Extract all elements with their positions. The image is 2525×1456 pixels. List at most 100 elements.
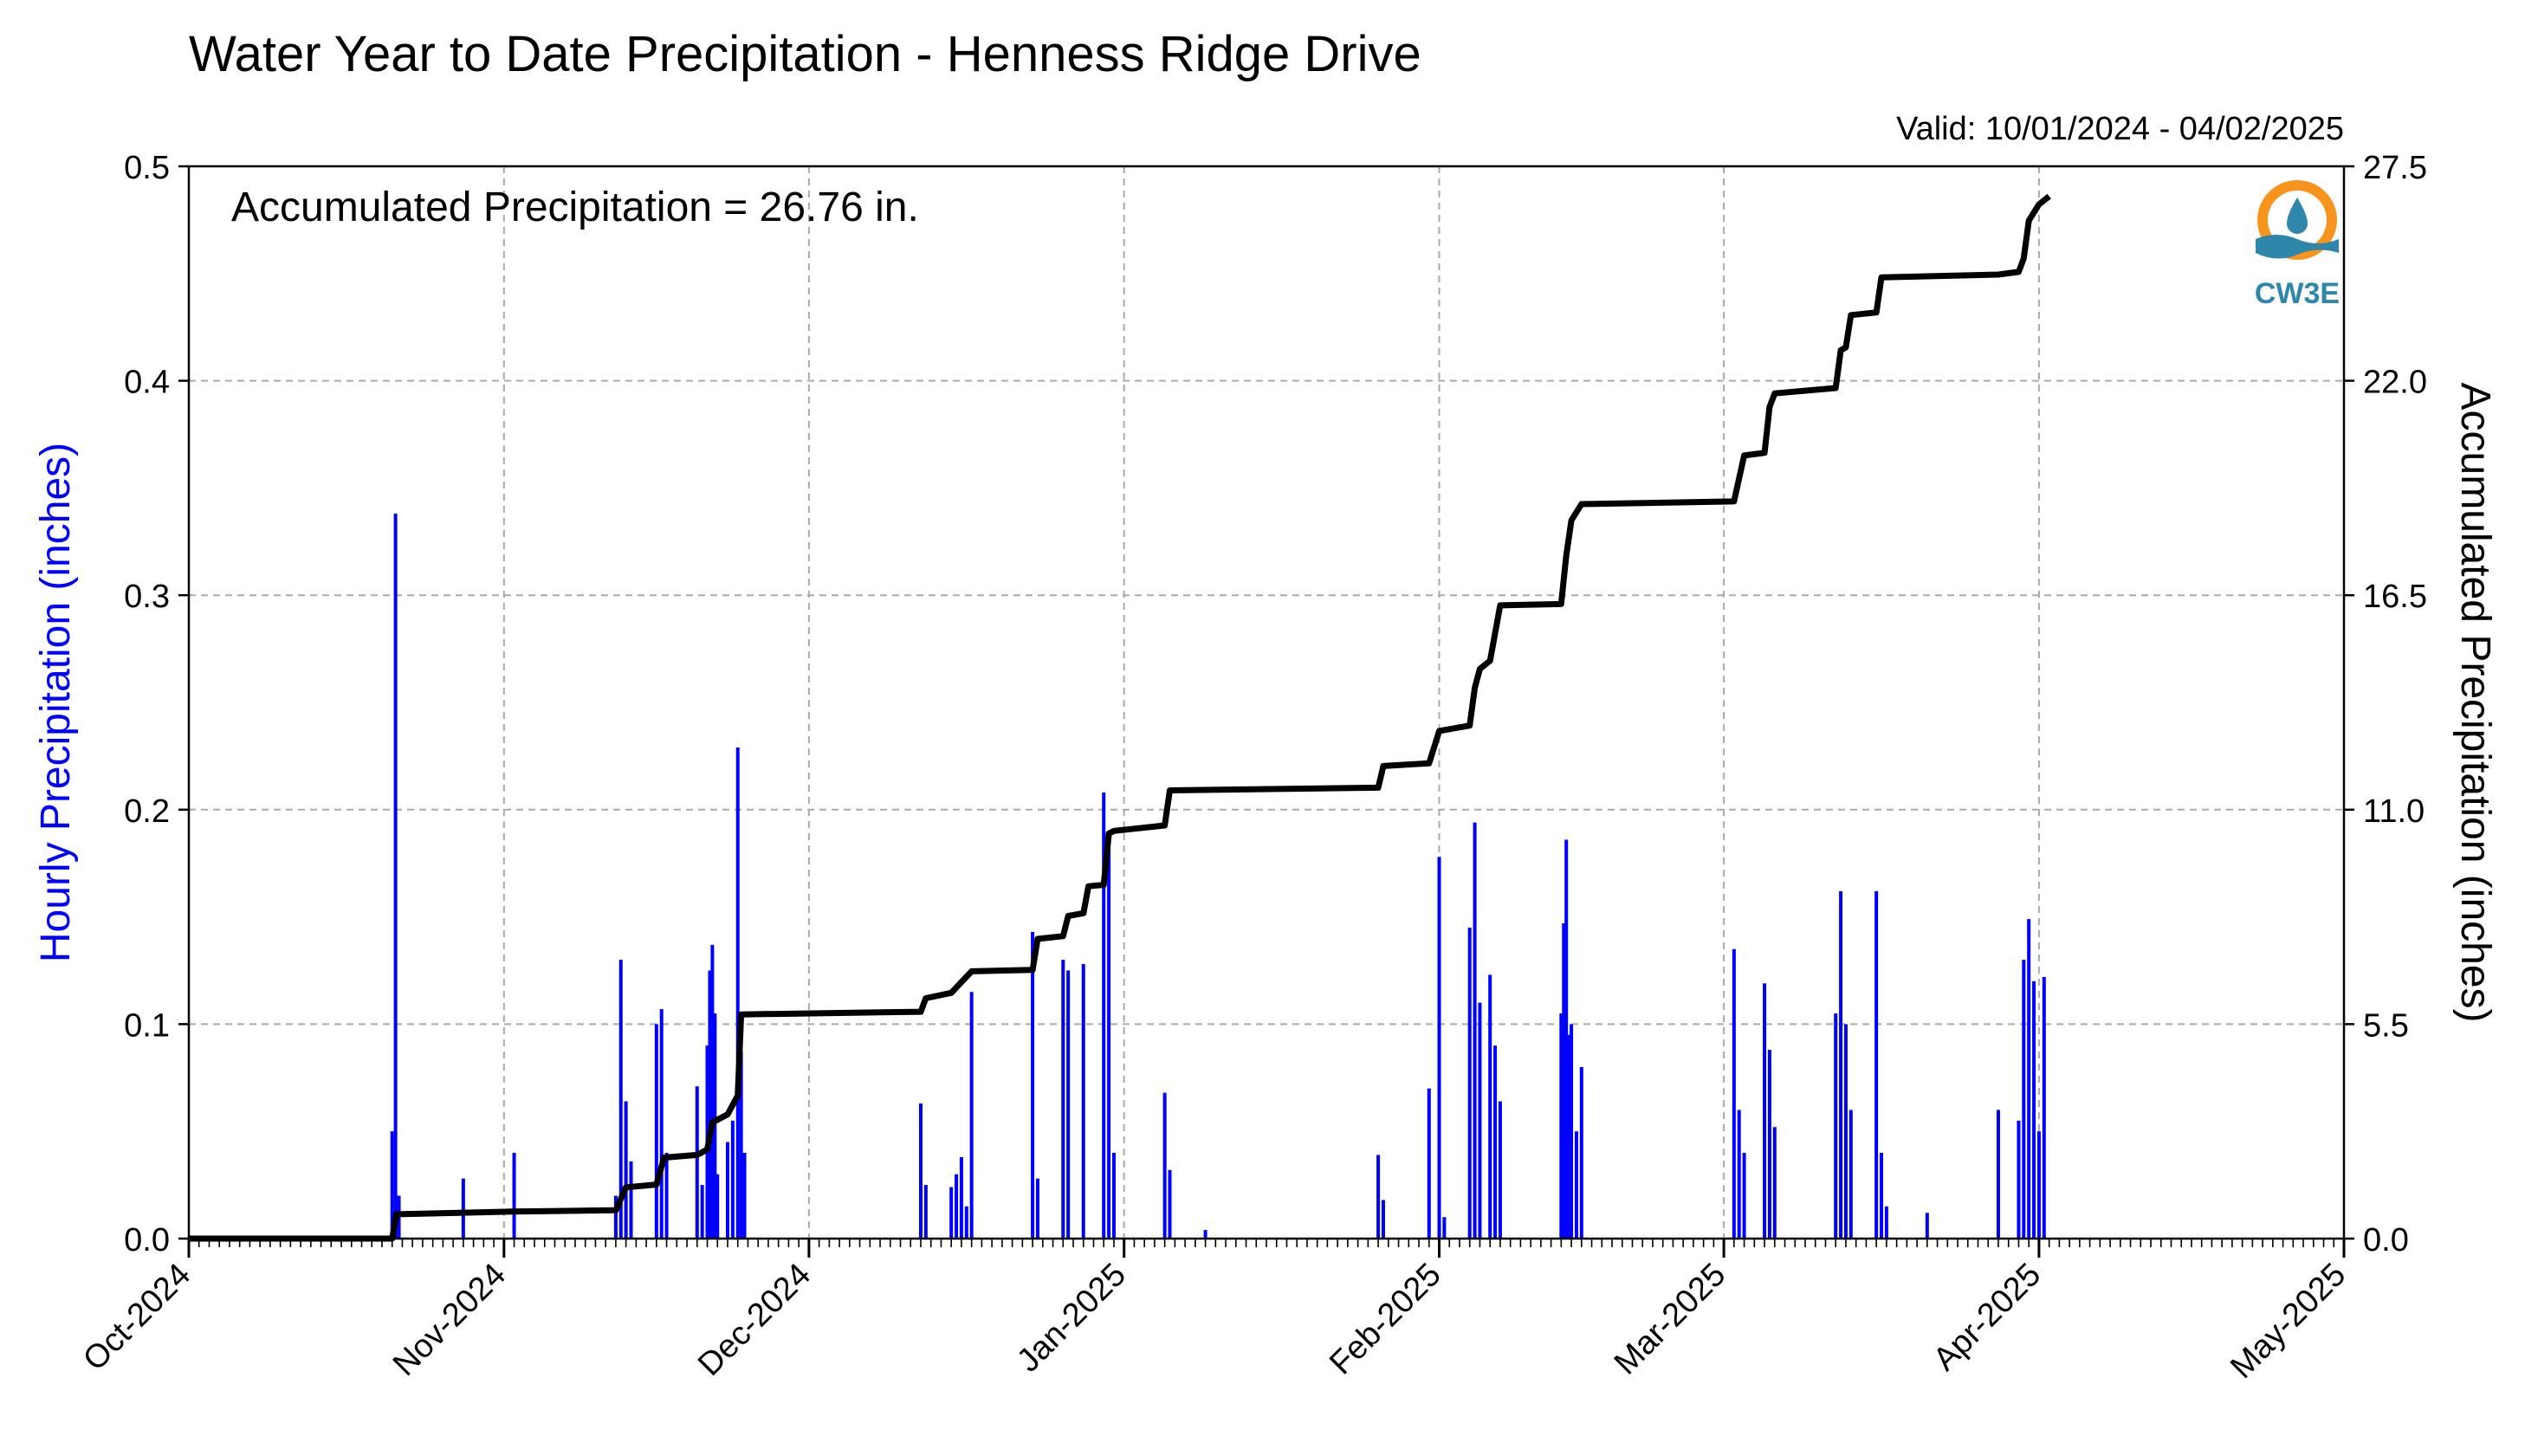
precip-bar: [2027, 919, 2031, 1239]
precip-bar: [659, 1009, 664, 1239]
x-tick-label: Dec-2024: [691, 1257, 818, 1383]
precip-bar: [1107, 839, 1111, 1239]
precip-bar: [1559, 1013, 1564, 1239]
precip-bar: [1111, 1152, 1116, 1239]
precip-bar: [726, 1142, 729, 1239]
precip-bar: [742, 1152, 747, 1239]
precip-bar: [1570, 1024, 1574, 1239]
precip-bar: [664, 1152, 669, 1239]
water-drop-icon: [2287, 197, 2308, 234]
left-tick-label: 0.0: [124, 1222, 170, 1259]
left-axis-label: Hourly Precipitation (inches): [33, 443, 79, 962]
accumulated-annotation: Accumulated Precipitation = 26.76 in.: [231, 184, 919, 230]
right-tick-label: 27.5: [2363, 150, 2427, 186]
precip-bar: [1767, 1050, 1771, 1239]
precip-bar: [613, 1195, 618, 1239]
precip-bar: [1742, 1152, 1746, 1239]
precip-bar: [1839, 890, 1843, 1239]
precip-bar: [390, 1131, 394, 1239]
precip-bar: [1168, 1169, 1172, 1239]
precip-bar: [1848, 1110, 1853, 1239]
precip-bar: [1381, 1200, 1385, 1239]
precip-bar: [1880, 1152, 1884, 1239]
precip-bar: [1996, 1110, 2000, 1239]
right-tick-label: 11.0: [2363, 793, 2425, 830]
precip-bar: [1427, 1088, 1431, 1239]
precip-bar: [1102, 792, 1106, 1239]
precip-bar: [2017, 1120, 2021, 1239]
precip-bar: [1498, 1101, 1502, 1239]
logo-text: CW3E: [2255, 277, 2340, 310]
precip-bar: [1562, 923, 1566, 1239]
precip-bar: [461, 1178, 465, 1239]
hourly-bars: [390, 514, 2046, 1239]
precip-bar: [964, 1206, 968, 1239]
left-tick-label: 0.2: [124, 793, 170, 830]
precip-bar: [1579, 1066, 1583, 1239]
precip-bar: [1162, 1092, 1167, 1239]
precip-bar: [1081, 964, 1085, 1239]
right-tick-label: 0.0: [2363, 1222, 2409, 1259]
precip-bar: [710, 944, 715, 1239]
precip-bar: [1732, 948, 1736, 1239]
precip-bar: [629, 1161, 633, 1239]
precip-bar: [1066, 970, 1071, 1239]
precip-bar: [1564, 839, 1569, 1239]
precip-bar: [700, 1185, 704, 1239]
precip-bar: [1567, 1034, 1571, 1239]
precip-bar: [512, 1152, 516, 1239]
precip-bar: [1763, 983, 1767, 1239]
precip-bar: [1493, 1045, 1498, 1239]
precip-bar: [1467, 927, 1472, 1239]
x-tick-label: Nov-2024: [386, 1257, 513, 1383]
precip-bar: [1874, 890, 1879, 1239]
precip-bar: [1478, 1002, 1482, 1239]
precip-bar: [1061, 960, 1065, 1239]
grid: [189, 166, 2344, 1239]
precip-bar: [969, 992, 974, 1239]
left-tick-label: 0.1: [124, 1007, 170, 1044]
precip-bar: [695, 1086, 699, 1239]
valid-range: Valid: 10/01/2024 - 04/02/2025: [1896, 111, 2344, 147]
precip-bar: [1834, 1013, 1838, 1239]
accumulated-line: [189, 193, 2051, 1242]
precip-bar: [1772, 1127, 1777, 1239]
x-tick-label: Feb-2025: [1323, 1257, 1448, 1382]
precip-bar: [1843, 1024, 1848, 1239]
right-tick-label: 22.0: [2363, 365, 2427, 401]
precip-bar: [735, 747, 740, 1239]
wave-icon: [2256, 235, 2339, 259]
left-tick-label: 0.3: [124, 579, 170, 615]
precip-bar: [959, 1156, 963, 1239]
precip-bar: [1884, 1206, 1888, 1239]
x-tick-label: Apr-2025: [1926, 1257, 2048, 1378]
precip-bar: [1925, 1213, 1929, 1239]
x-tick-label: Mar-2025: [1608, 1257, 1733, 1382]
precip-bar: [1574, 1131, 1578, 1239]
precip-bar: [2032, 980, 2036, 1239]
left-tick-label: 0.4: [124, 365, 170, 401]
precip-bar: [654, 1024, 658, 1239]
precip-bar: [2042, 976, 2046, 1239]
precip-bar: [624, 1101, 628, 1239]
precip-bar: [918, 1103, 923, 1239]
plot-frame: [187, 165, 2346, 1240]
precip-bar: [618, 960, 623, 1239]
precip-bar: [1442, 1217, 1447, 1239]
precip-bar: [2036, 1131, 2041, 1239]
precip-bar: [1437, 857, 1441, 1239]
precip-bar: [715, 1174, 720, 1239]
precip-bar: [2022, 960, 2026, 1239]
precip-bar: [1203, 1230, 1207, 1239]
precip-bar: [1035, 1178, 1039, 1239]
cw3e-logo: CW3E: [2255, 180, 2340, 310]
precip-bar: [393, 514, 398, 1239]
precip-bar: [713, 1013, 717, 1239]
precip-bar: [955, 1174, 959, 1239]
precip-bar: [1376, 1155, 1381, 1239]
x-tick-label: May-2025: [2224, 1257, 2353, 1386]
precip-bar: [1473, 822, 1477, 1239]
precip-bar: [730, 1120, 735, 1239]
right-axis-label: Accumulated Precipitation (inches): [2452, 382, 2498, 1022]
